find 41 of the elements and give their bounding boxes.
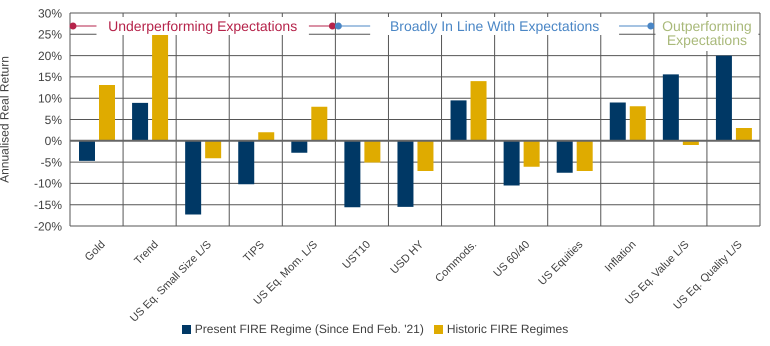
- bar: [736, 128, 752, 141]
- bar: [344, 140, 360, 208]
- annotation: Broadly In Line With Expectations: [390, 18, 600, 34]
- y-tick-label: 0%: [44, 134, 62, 148]
- bar: [662, 74, 679, 141]
- annotation: Underperforming Expectations: [108, 18, 298, 34]
- bar: [205, 140, 222, 158]
- y-tick-label: 30%: [38, 6, 62, 20]
- bar: [630, 106, 646, 141]
- y-tick-label: 15%: [38, 70, 62, 84]
- bar: [576, 140, 593, 172]
- y-tick-label: 20%: [38, 48, 62, 63]
- bar: [132, 102, 148, 141]
- y-tick-label: -5%: [40, 155, 62, 170]
- bar: [556, 140, 573, 173]
- bar: [79, 140, 95, 161]
- x-tick-label: USD HY: [388, 238, 427, 277]
- legend-label: Historic FIRE Regimes: [446, 322, 568, 336]
- y-tick-label: 25%: [38, 28, 62, 42]
- y-axis-title: Annualised Real Return: [0, 56, 12, 183]
- legend-label: Present FIRE Regime (Since End Feb. '21): [194, 322, 424, 336]
- bar: [311, 106, 328, 141]
- bar: [716, 56, 732, 141]
- bar: [450, 100, 467, 141]
- bar: [610, 102, 626, 141]
- bar: [99, 84, 115, 141]
- y-tick-label: 5%: [44, 112, 62, 127]
- y-tick-label: 10%: [38, 91, 62, 106]
- bar: [185, 140, 202, 214]
- bar: [524, 140, 540, 167]
- bar: [152, 34, 168, 141]
- bar: [470, 81, 487, 141]
- y-tick-label: -10%: [34, 176, 62, 191]
- bar: [397, 140, 414, 207]
- bar: [238, 140, 254, 184]
- y-tick-label: -20%: [34, 219, 62, 234]
- y-tick-label: -15%: [34, 198, 62, 212]
- annotation: Outperforming Expectations: [662, 18, 752, 48]
- bar: [417, 140, 434, 172]
- bar: [504, 140, 520, 186]
- bar: [364, 140, 380, 163]
